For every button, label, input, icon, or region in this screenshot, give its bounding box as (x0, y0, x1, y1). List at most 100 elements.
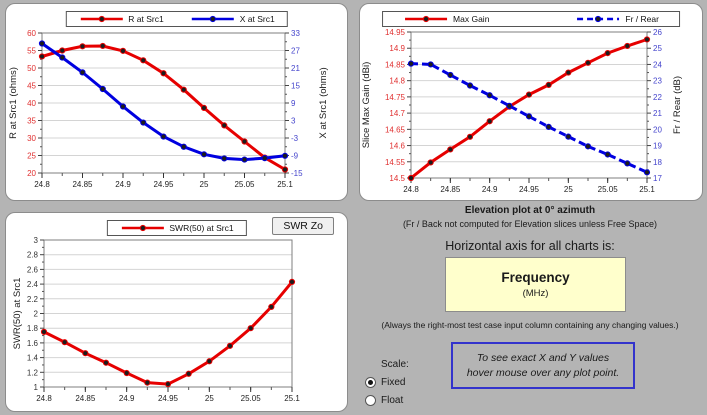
float-radio-button[interactable] (365, 395, 376, 406)
plot-point[interactable] (525, 113, 533, 120)
fixed-radio-label: Fixed (381, 377, 406, 388)
svg-text:24.85: 24.85 (440, 185, 461, 194)
plot-point[interactable] (447, 146, 454, 153)
plot-point[interactable] (281, 166, 289, 173)
svg-text:26: 26 (653, 28, 662, 37)
plot-point[interactable] (59, 47, 66, 54)
plot-point[interactable] (82, 350, 89, 357)
plot-point[interactable] (119, 47, 127, 54)
plot-point[interactable] (140, 119, 147, 126)
plot-point[interactable] (565, 133, 572, 140)
plot-point[interactable] (160, 70, 167, 77)
svg-text:19: 19 (653, 142, 662, 151)
plot-point[interactable] (241, 156, 248, 163)
plot-point[interactable] (79, 69, 86, 76)
svg-text:24: 24 (653, 60, 662, 69)
plot-point[interactable] (288, 278, 296, 285)
plot-point[interactable] (38, 40, 46, 47)
plot-point[interactable] (140, 57, 147, 64)
plot-point[interactable] (261, 155, 268, 162)
plot-point[interactable] (643, 36, 651, 43)
plot-point[interactable] (180, 86, 187, 93)
svg-text:24.95: 24.95 (153, 180, 174, 189)
plot-point[interactable] (604, 49, 611, 57)
plot-point[interactable] (466, 82, 474, 89)
plot-point[interactable] (164, 380, 172, 388)
svg-text:15: 15 (291, 82, 300, 91)
svg-text:25.05: 25.05 (241, 394, 262, 403)
gain-fr-chart[interactable]: 14.5 14.55 14.6 14.65 14.7 14.75 14.8 14.85 14.9… (360, 4, 704, 202)
svg-text:24.8: 24.8 (36, 394, 52, 403)
plot-point[interactable] (486, 118, 493, 125)
plot-point[interactable] (59, 54, 66, 61)
plot-point[interactable] (506, 102, 513, 109)
plot-point[interactable] (584, 143, 592, 150)
plot-point[interactable] (565, 69, 572, 76)
plot-point[interactable] (38, 53, 46, 60)
plot-point[interactable] (247, 325, 254, 332)
series-swr-50-at-src1 (40, 278, 296, 388)
plot-point[interactable] (268, 303, 275, 310)
plot-point[interactable] (281, 152, 289, 159)
scale-option-float[interactable]: Float (365, 395, 409, 406)
svg-text:SWR(50) at Src1: SWR(50) at Src1 (12, 278, 23, 350)
plot-point[interactable] (144, 379, 151, 386)
svg-text:25.1: 25.1 (277, 180, 293, 189)
plot-point[interactable] (99, 42, 106, 50)
plot-point[interactable] (79, 43, 86, 50)
svg-text:25: 25 (200, 180, 209, 189)
plot-point[interactable] (584, 59, 592, 66)
plot-point[interactable] (241, 138, 248, 145)
plot-point[interactable] (160, 133, 167, 140)
plot-point[interactable] (226, 342, 234, 349)
plot-point[interactable] (447, 71, 454, 79)
scale-option-fixed[interactable]: Fixed (365, 377, 409, 388)
svg-text:24.8: 24.8 (403, 185, 419, 194)
x-axis: 24.8 24.85 24.9 24.95 25 25.05 25.1 (403, 178, 655, 194)
plot-point[interactable] (99, 85, 106, 93)
legend-gain-fr: Max Gain Fr / Rear (382, 11, 680, 27)
plot-point[interactable] (624, 160, 631, 167)
plot-point[interactable] (221, 155, 228, 162)
plot-point[interactable] (407, 174, 415, 182)
plot-point[interactable] (180, 143, 187, 150)
plot-point[interactable] (200, 151, 208, 158)
plot-point[interactable] (200, 104, 208, 112)
plot-point[interactable] (102, 359, 110, 366)
svg-text:1.8: 1.8 (27, 324, 39, 333)
plot-point[interactable] (123, 369, 130, 377)
swr-zo-button[interactable]: SWR Zo (272, 217, 334, 235)
plot-point[interactable] (61, 339, 68, 346)
plot-point[interactable] (427, 61, 434, 68)
hover-hint-line2: hover mouse over any plot point. (466, 367, 620, 379)
plot-point[interactable] (40, 328, 48, 335)
svg-text:40: 40 (27, 99, 36, 108)
fixed-radio-button[interactable] (365, 377, 376, 388)
plot-point[interactable] (486, 92, 493, 99)
plot-point[interactable] (206, 358, 213, 365)
plot-point[interactable] (545, 123, 552, 131)
svg-text:14.95: 14.95 (385, 28, 406, 37)
svg-text:14.5: 14.5 (389, 174, 405, 183)
series-x-at-src1 (38, 40, 289, 163)
plot-point[interactable] (643, 169, 651, 176)
plot-point[interactable] (545, 81, 552, 88)
plot-point[interactable] (466, 133, 474, 140)
svg-text:2: 2 (34, 310, 39, 319)
svg-text:-15: -15 (291, 169, 303, 178)
legend-line-sample (577, 15, 620, 23)
legend-item-label: Max Gain (453, 14, 490, 24)
plot-point[interactable] (407, 60, 415, 67)
plot-point[interactable] (624, 42, 631, 50)
horizontal-axis-heading: Horizontal axis for all charts is: (445, 239, 615, 253)
plot-point[interactable] (185, 370, 192, 377)
plot-point[interactable] (525, 91, 533, 98)
plot-point[interactable] (604, 151, 611, 158)
svg-text:25.1: 25.1 (284, 394, 300, 403)
plot-point[interactable] (221, 122, 228, 129)
plot-point[interactable] (119, 103, 127, 110)
svg-text:1.2: 1.2 (27, 368, 39, 377)
plot-point[interactable] (427, 159, 434, 166)
